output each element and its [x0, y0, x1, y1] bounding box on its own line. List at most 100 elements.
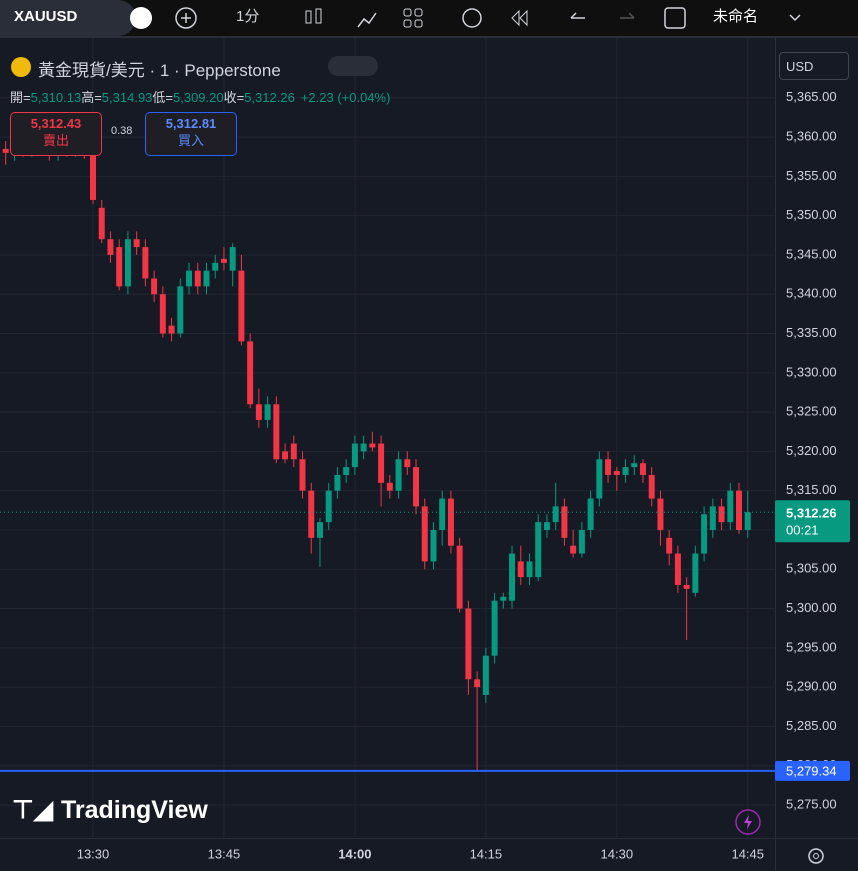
- redo-icon[interactable]: [620, 12, 635, 19]
- x-tick-label: 14:30: [601, 846, 634, 861]
- candle-body: [386, 482, 393, 491]
- candle-icon[interactable]: [305, 10, 312, 24]
- fullscreen-icon[interactable]: [664, 7, 686, 29]
- candle-body: [133, 239, 140, 248]
- candle-body: [701, 514, 708, 554]
- candle-body: [282, 451, 289, 460]
- low-line-tag: [775, 760, 850, 781]
- dropdown-icon[interactable]: [789, 14, 801, 22]
- candle-body: [159, 294, 166, 334]
- candle-body: [220, 258, 227, 263]
- candle-body: [334, 474, 341, 491]
- candle-body: [526, 561, 533, 578]
- sell-price: 5,312.43: [30, 116, 82, 131]
- layout-icon: [414, 19, 423, 28]
- candle-body: [491, 600, 498, 656]
- candle-body: [404, 459, 411, 468]
- candle-body: [186, 270, 193, 287]
- countdown: 00:21: [786, 523, 819, 538]
- y-tick-label: 5,315.00: [786, 482, 837, 497]
- x-tick-label: 14:15: [470, 846, 503, 861]
- buy-button[interactable]: 5,312.81 買入: [145, 112, 237, 156]
- symbol[interactable]: XAUUSD: [0, 0, 136, 36]
- candle-body: [343, 467, 350, 475]
- candle-body: [378, 443, 385, 483]
- alarm-icon[interactable]: [462, 8, 482, 28]
- candle-body: [561, 506, 568, 538]
- candle-body: [151, 278, 158, 295]
- interval[interactable]: 1分: [236, 8, 260, 25]
- candle-body: [578, 529, 585, 554]
- candle-body: [2, 148, 9, 153]
- y-tick-label: 5,360.00: [786, 129, 837, 144]
- lightning-icon[interactable]: [734, 808, 762, 836]
- y-tick-label: 5,335.00: [786, 325, 837, 340]
- candle-body: [308, 490, 315, 538]
- candle-body: [430, 529, 437, 562]
- buy-label: 買入: [177, 133, 204, 148]
- candle-body: [666, 537, 673, 554]
- legend-title: 黃金現貨/美元 · 1 · Pepperstone: [38, 61, 281, 80]
- candle-body: [709, 506, 716, 530]
- candle-body: [517, 561, 524, 578]
- candle-body: [247, 341, 254, 405]
- candle-body: [124, 239, 131, 287]
- ohlc-label: 高=: [81, 90, 102, 105]
- candle-body: [168, 325, 175, 334]
- candle-body: [421, 506, 428, 562]
- indicator-icon[interactable]: [357, 12, 377, 28]
- candle-body: [570, 545, 577, 554]
- y-tick-label: 5,305.00: [786, 561, 837, 576]
- status-pill[interactable]: [328, 56, 378, 76]
- candle-body: [622, 467, 629, 475]
- alert-icon[interactable]: [130, 7, 152, 29]
- low-line-label: 5,279.34: [786, 763, 837, 778]
- candle-body: [116, 247, 123, 287]
- candle-body: [718, 506, 725, 523]
- layout-icon: [414, 8, 423, 17]
- candle-body: [142, 247, 149, 279]
- y-tick-label: 5,290.00: [786, 679, 837, 694]
- settings-icon[interactable]: [806, 846, 826, 866]
- candle-body: [674, 553, 681, 585]
- layout-icon[interactable]: [403, 8, 412, 17]
- candle-body: [474, 679, 481, 688]
- candle-body: [439, 498, 446, 530]
- y-tick-label: 5,345.00: [786, 246, 837, 261]
- buy-price: 5,312.81: [165, 116, 217, 131]
- candle-body: [255, 404, 262, 420]
- y-tick-label: 5,320.00: [786, 443, 837, 458]
- candle-body: [631, 463, 638, 468]
- ohlc-label: 低=: [152, 90, 173, 105]
- grid: [0, 38, 775, 838]
- candle-body: [596, 459, 603, 499]
- layout-icon: [403, 19, 412, 28]
- logo-text: TradingView: [61, 796, 208, 824]
- candle-body: [107, 239, 114, 255]
- candle-body: [264, 404, 271, 420]
- sell-label: 賣出: [42, 133, 69, 148]
- toolbar: XAUUSD 1分 未命名: [0, 0, 858, 38]
- candle-body: [98, 207, 105, 240]
- sell-button[interactable]: 5,312.43 賣出: [10, 112, 102, 156]
- ohlc-label: 收=: [223, 90, 245, 105]
- replay-icon[interactable]: [511, 9, 528, 27]
- add-plus: [181, 13, 191, 23]
- last-price-label: 5,312.26: [786, 506, 837, 521]
- candle-body: [456, 545, 463, 609]
- candle-body: [360, 443, 367, 452]
- y-tick-label: 5,365.00: [786, 89, 837, 104]
- ohlc-change: +2.23 (+0.04%): [300, 90, 391, 105]
- currency-select[interactable]: USD: [779, 52, 849, 80]
- candle-body: [736, 490, 743, 530]
- undo-icon[interactable]: [570, 12, 585, 19]
- logo[interactable]: ⊤◢ TradingView: [12, 796, 208, 824]
- layout-name[interactable]: 未命名: [713, 8, 759, 25]
- candle-body: [351, 443, 358, 468]
- add-icon[interactable]: [175, 7, 197, 29]
- candle-body: [535, 522, 542, 578]
- candle-body: [482, 655, 489, 695]
- y-tick-label: 5,325.00: [786, 404, 837, 419]
